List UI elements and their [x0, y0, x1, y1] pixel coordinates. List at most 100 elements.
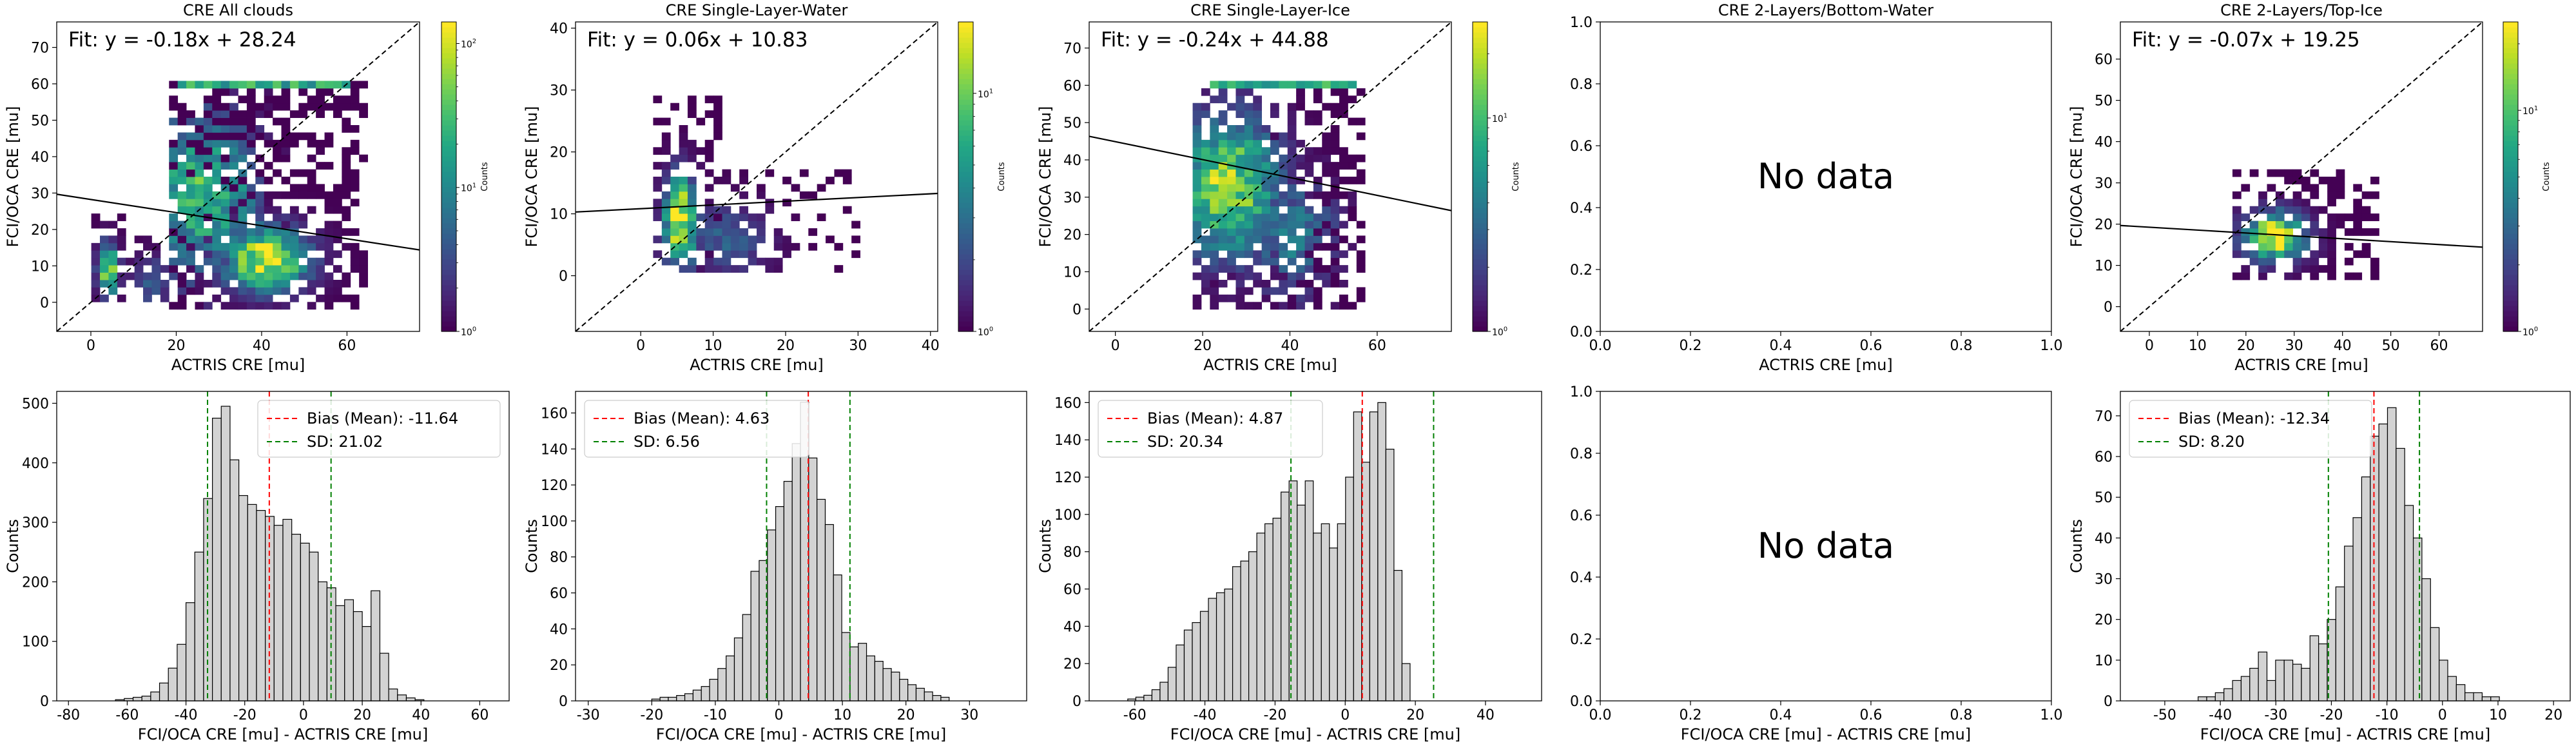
heatmap-cell	[246, 95, 256, 104]
heatmap-cell	[1322, 242, 1332, 251]
heatmap-cell	[1253, 302, 1263, 310]
histogram-bar	[1159, 682, 1169, 702]
heatmap-cell	[229, 272, 238, 280]
heatmap-cell	[757, 235, 766, 244]
colorbar-step	[958, 300, 973, 306]
heatmap-cell	[169, 257, 179, 266]
heatmap-cell	[333, 191, 342, 199]
heatmap-cell	[1348, 95, 1357, 104]
colorbar-step	[958, 130, 973, 136]
heatmap-cell	[661, 206, 671, 214]
heatmap-cell	[1253, 169, 1263, 177]
colorbar-step	[441, 161, 456, 167]
colorbar-step	[441, 43, 456, 48]
heatmap-cell	[1322, 221, 1332, 229]
heatmap-cell	[1201, 206, 1210, 214]
x-tick-label: 0.6	[1860, 707, 1883, 723]
histogram-bar	[2266, 680, 2276, 702]
y-tick-label: 40	[550, 21, 568, 37]
y-tick-label: 30	[550, 83, 568, 99]
heatmap-cell	[273, 228, 282, 236]
colorbar-step	[2503, 141, 2518, 146]
colorbar-step	[441, 244, 456, 250]
heatmap-cell	[264, 88, 273, 96]
heatmap-cell	[1235, 250, 1245, 259]
heatmap-cell	[289, 110, 299, 118]
heatmap-cell	[1330, 302, 1340, 310]
x-tick-label: 60	[338, 338, 356, 354]
heatmap-cell	[851, 221, 860, 229]
heatmap-cell	[298, 81, 308, 89]
y-tick-label: 0	[40, 694, 49, 710]
heatmap-cell	[1244, 88, 1254, 96]
heatmap-cell	[298, 221, 308, 229]
heatmap-cell	[1330, 132, 1340, 141]
heatmap-cell	[342, 213, 351, 221]
heatmap-cell	[203, 103, 213, 111]
histogram-bar	[1224, 588, 1234, 702]
heatmap-cell	[1227, 139, 1236, 148]
histogram-bar	[2455, 684, 2466, 702]
heatmap-cell	[177, 250, 187, 259]
heatmap-cell	[1356, 177, 1366, 184]
x-tick-label: 20	[2544, 707, 2562, 723]
heatmap-cell	[1192, 294, 1202, 302]
y-axis-label: FCI/OCA CRE [mu]	[2068, 106, 2086, 248]
heatmap-cell	[1296, 199, 1305, 207]
heatmap-cell	[264, 228, 273, 236]
heatmap-cell	[2361, 242, 2371, 251]
heatmap-cell	[350, 199, 360, 207]
histogram-bar	[344, 599, 354, 702]
heatmap-cell	[298, 184, 308, 192]
heatmap-cell	[316, 280, 325, 288]
heatmap-cell	[739, 213, 749, 221]
heatmap-cell	[143, 257, 152, 266]
colorbar-step	[1473, 110, 1487, 115]
x-tick-label: -30	[577, 707, 600, 723]
heatmap-cell	[1313, 191, 1322, 199]
heatmap-cell	[220, 162, 230, 170]
heatmap-cell	[1330, 242, 1340, 251]
heatmap-cell	[264, 95, 273, 104]
heatmap-cell	[1270, 103, 1279, 111]
heatmap-cell	[264, 139, 273, 148]
colorbar-step	[441, 182, 456, 188]
x-tick-label: 0	[1341, 707, 1350, 723]
colorbar-step	[441, 53, 456, 59]
histogram-bar	[750, 571, 760, 702]
heatmap-cell	[1192, 125, 1202, 133]
heatmap-cell	[333, 81, 342, 89]
heatmap-cell	[1287, 147, 1297, 155]
heatmap-cell	[1270, 147, 1279, 155]
heatmap-cell	[1348, 302, 1357, 310]
colorbar-step	[1473, 172, 1487, 177]
heatmap-cell	[722, 265, 731, 273]
heatmap-cell	[316, 162, 325, 170]
heatmap-cell	[281, 139, 291, 148]
heatmap-cell	[1270, 257, 1279, 266]
heatmap-cell	[1235, 228, 1245, 236]
heatmap-cell	[713, 235, 722, 244]
colorbar-step	[958, 79, 973, 84]
heatmap-cell	[713, 110, 722, 118]
heatmap-cell	[281, 177, 291, 184]
heatmap-cell	[186, 199, 195, 207]
heatmap-cell	[281, 257, 291, 266]
heatmap-cell	[342, 280, 351, 288]
heatmap-cell	[238, 287, 247, 295]
colorbar-step	[958, 254, 973, 260]
heatmap-cell	[350, 257, 360, 266]
heatmap-cell	[1192, 177, 1202, 184]
heatmap-cell	[177, 257, 187, 266]
y-tick-label: 20	[2095, 613, 2113, 629]
colorbar-step	[441, 151, 456, 157]
colorbar-step	[958, 156, 973, 162]
heatmap-cell	[1339, 235, 1348, 244]
heatmap-cell	[324, 191, 334, 199]
heatmap-cell	[2249, 228, 2259, 236]
heatmap-cell	[1253, 117, 1263, 126]
histogram-bar	[362, 626, 372, 702]
heatmap-cell	[679, 213, 688, 221]
heatmap-cell	[704, 250, 714, 259]
heatmap-cell	[2336, 221, 2345, 229]
